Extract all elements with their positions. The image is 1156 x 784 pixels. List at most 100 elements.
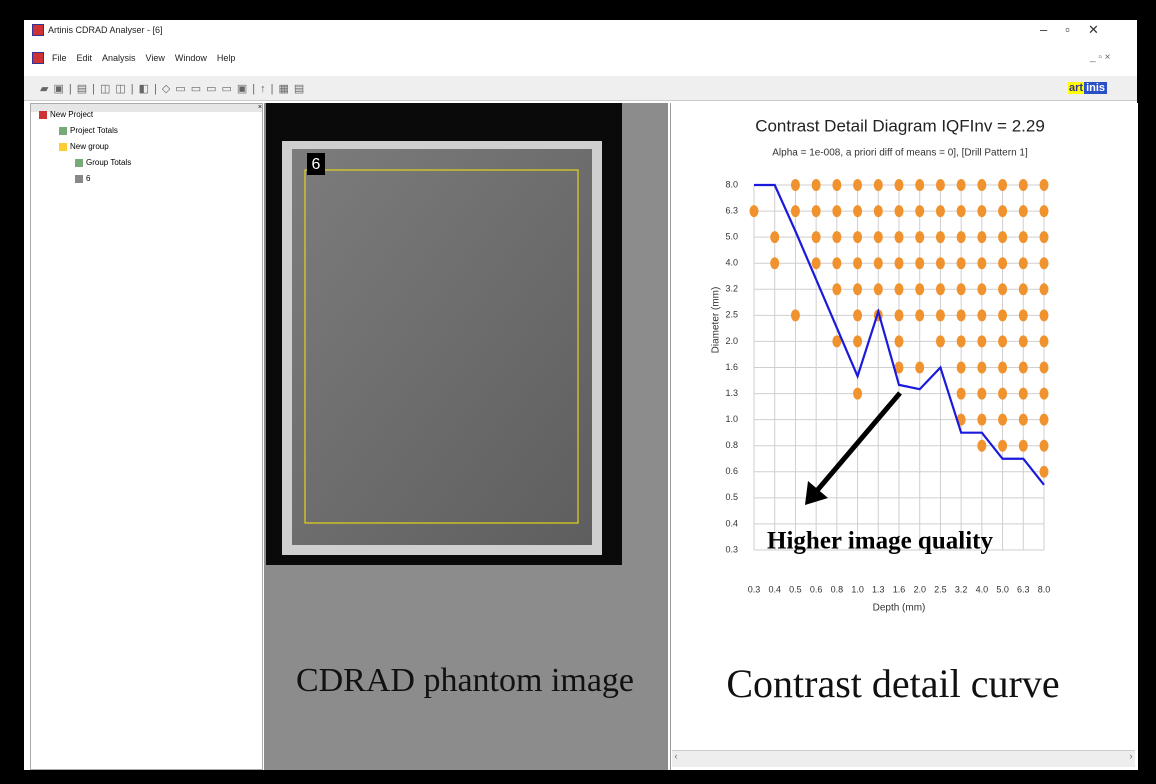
tree-item[interactable]: New group <box>59 142 109 151</box>
detected-point <box>1019 440 1028 452</box>
x-tick-label: 1.6 <box>893 584 906 594</box>
x-tick-label: 0.4 <box>768 584 781 594</box>
screen: Artinis CDRAD Analyser - [6] – ▫ ✕ FileE… <box>0 0 1156 784</box>
detected-point <box>936 309 945 321</box>
detected-point <box>915 257 924 269</box>
tree-label[interactable]: Project Totals <box>70 126 118 135</box>
x-tick-label: 0.3 <box>748 584 761 594</box>
y-tick-label: 1.0 <box>725 414 738 424</box>
detected-point <box>915 231 924 243</box>
toolbar-icons[interactable]: ▰▣|▤|◫◫|◧|◇▭▭▭▭▣|↑|▦▤ <box>40 82 309 95</box>
x-tick-label: 3.2 <box>955 584 968 594</box>
detected-point <box>1040 388 1049 400</box>
logo-left: art <box>1068 82 1084 94</box>
detected-point <box>853 257 862 269</box>
detected-point <box>936 283 945 295</box>
menu-item[interactable]: Edit <box>77 53 93 63</box>
scrollbar[interactable]: ‹› <box>672 750 1135 767</box>
detected-point <box>936 257 945 269</box>
y-tick-label: 0.6 <box>725 466 738 476</box>
tree-icon <box>75 175 83 183</box>
tree-icon <box>59 143 67 151</box>
window-controls[interactable]: – ▫ ✕ <box>1040 22 1099 38</box>
detected-point <box>874 205 883 217</box>
detected-point <box>895 179 904 191</box>
detected-point <box>1040 283 1049 295</box>
menu-item[interactable]: Help <box>217 53 236 63</box>
doc-controls[interactable]: _ ▫ × <box>1090 52 1111 63</box>
detected-point <box>832 231 841 243</box>
detected-point <box>853 179 862 191</box>
tree-label[interactable]: New group <box>70 142 109 151</box>
annotation: Higher image quality <box>767 528 993 555</box>
x-tick-label: 6.3 <box>1017 584 1030 594</box>
detected-point <box>812 231 821 243</box>
y-axis-label: Diameter (mm) <box>711 287 722 354</box>
tree-icon <box>59 127 67 135</box>
detected-point <box>812 179 821 191</box>
y-tick-label: 1.6 <box>725 362 738 372</box>
detected-point <box>1019 179 1028 191</box>
detected-point <box>895 257 904 269</box>
tree-item[interactable]: 6 <box>75 174 90 183</box>
x-tick-label: 2.0 <box>913 584 926 594</box>
detected-point <box>977 205 986 217</box>
y-tick-label: 5.0 <box>725 232 738 242</box>
detected-point <box>977 440 986 452</box>
x-tick-label: 8.0 <box>1038 584 1051 594</box>
tree-label[interactable]: New Project <box>50 110 93 119</box>
detected-point <box>998 440 1007 452</box>
detected-point <box>1040 179 1049 191</box>
detected-point <box>1019 335 1028 347</box>
detected-point <box>936 231 945 243</box>
tree-item[interactable]: New Project <box>39 110 93 119</box>
y-tick-label: 1.3 <box>725 388 738 398</box>
detected-point <box>957 179 966 191</box>
x-tick-label: 0.6 <box>810 584 823 594</box>
menu-item[interactable]: View <box>146 53 165 63</box>
x-tick-label: 0.5 <box>789 584 802 594</box>
detected-point <box>1019 309 1028 321</box>
detected-point <box>1040 466 1049 478</box>
detected-point <box>1040 257 1049 269</box>
y-tick-label: 2.5 <box>725 310 738 320</box>
detected-point <box>936 205 945 217</box>
y-tick-label: 0.5 <box>725 492 738 502</box>
detected-point <box>977 388 986 400</box>
detected-point <box>895 283 904 295</box>
detected-point <box>874 179 883 191</box>
tree-item[interactable]: Group Totals <box>75 158 131 167</box>
detected-point <box>853 283 862 295</box>
detected-point <box>998 414 1007 426</box>
phantom-caption: CDRAD phantom image <box>296 662 634 699</box>
project-panel: × New ProjectProject TotalsNew groupGrou… <box>30 103 263 770</box>
detected-point <box>1040 231 1049 243</box>
detected-point <box>957 257 966 269</box>
detected-point <box>832 179 841 191</box>
menu-item[interactable]: Window <box>175 53 207 63</box>
menu-item[interactable]: Analysis <box>102 53 136 63</box>
detected-point <box>977 362 986 374</box>
detected-point <box>1019 257 1028 269</box>
detected-point <box>791 309 800 321</box>
y-tick-label: 0.3 <box>725 544 738 554</box>
detected-point <box>874 257 883 269</box>
menu-item[interactable]: File <box>52 53 67 63</box>
detected-point <box>812 257 821 269</box>
detected-point <box>1019 388 1028 400</box>
y-tick-label: 3.2 <box>725 284 738 294</box>
tree-icon <box>75 159 83 167</box>
detected-point <box>1040 205 1049 217</box>
detected-point <box>957 362 966 374</box>
detected-point <box>977 231 986 243</box>
phantom-label: 6 <box>312 156 321 173</box>
detected-point <box>853 388 862 400</box>
tree-label[interactable]: 6 <box>86 174 90 183</box>
detected-point <box>957 231 966 243</box>
tree-item[interactable]: Project Totals <box>59 126 118 135</box>
detected-point <box>915 362 924 374</box>
tree-label[interactable]: Group Totals <box>86 158 131 167</box>
y-tick-label: 8.0 <box>725 179 738 189</box>
detected-point <box>832 205 841 217</box>
detected-point <box>998 335 1007 347</box>
